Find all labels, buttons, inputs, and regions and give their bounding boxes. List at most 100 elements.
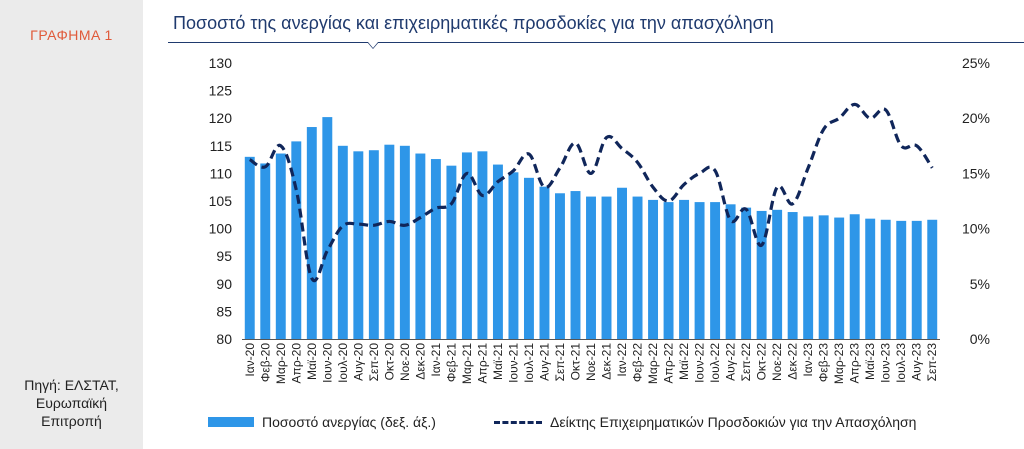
expectations-line bbox=[248, 102, 934, 283]
x-tick-label: Ιαν-20 bbox=[243, 343, 257, 377]
x-tick-label: Σεπ-21 bbox=[553, 343, 567, 382]
bar bbox=[291, 141, 302, 339]
x-tick-label: Φεβ-22 bbox=[631, 343, 645, 382]
x-tick-label: Οκτ-21 bbox=[568, 343, 582, 381]
y-right-tick-label: 10% bbox=[962, 221, 990, 237]
bar bbox=[586, 196, 596, 339]
bar bbox=[322, 117, 333, 339]
x-tick-label: Μαϊ-21 bbox=[491, 343, 505, 380]
bar bbox=[617, 187, 627, 339]
x-tick-label: Αυγ-20 bbox=[351, 343, 365, 381]
figure-label: ΓΡΑΦΗΜΑ 1 bbox=[30, 27, 113, 43]
y-right-tick-label: 5% bbox=[970, 276, 990, 292]
x-tick-label: Μαϊ-20 bbox=[305, 343, 319, 380]
y-left-tick-label: 95 bbox=[216, 248, 232, 264]
bar bbox=[384, 144, 395, 339]
bar bbox=[306, 127, 317, 339]
bar bbox=[415, 153, 426, 339]
x-tick-label: Μαϊ-22 bbox=[677, 343, 691, 380]
bar bbox=[492, 164, 503, 339]
x-tick-label: Ιουλ-22 bbox=[708, 343, 722, 383]
bar bbox=[353, 151, 364, 339]
y-left-tick-label: 85 bbox=[216, 303, 232, 319]
bar bbox=[523, 177, 534, 339]
x-tick-label: Αυγ-23 bbox=[910, 343, 924, 381]
x-tick-label: Σεπ-20 bbox=[367, 343, 381, 382]
sidebar: ΓΡΑΦΗΜΑ 1 Πηγή: ΕΛΣΤΑΤ, Ευρωπαϊκή Επιτρο… bbox=[0, 0, 143, 449]
legend-label-unemployment: Ποσοστό ανεργίας (δεξ. άξ.) bbox=[262, 414, 436, 430]
bar bbox=[741, 207, 752, 339]
x-tick-label: Ιουλ-23 bbox=[894, 343, 908, 383]
x-tick-label: Απρ-20 bbox=[289, 343, 303, 384]
x-tick-label: Απρ-23 bbox=[848, 343, 862, 384]
bar bbox=[865, 218, 876, 339]
y-left-tick-label: 130 bbox=[209, 55, 233, 71]
bar bbox=[260, 163, 271, 339]
x-tick-label: Ιουν-22 bbox=[693, 343, 707, 383]
legend-swatch-line bbox=[494, 420, 542, 424]
title-notch-inner bbox=[368, 42, 378, 48]
bar bbox=[337, 145, 348, 339]
bar bbox=[477, 151, 488, 339]
legend-item-expectations: Δείκτης Επιχειρηματικών Προσδοκιών για τ… bbox=[494, 414, 916, 430]
x-tick-label: Απρ-22 bbox=[662, 343, 676, 384]
bar bbox=[601, 196, 612, 339]
x-tick-label: Σεπ-22 bbox=[739, 343, 753, 382]
bar bbox=[399, 145, 410, 339]
bar bbox=[849, 214, 860, 339]
legend-swatch-bar bbox=[208, 417, 254, 427]
bar bbox=[446, 165, 457, 339]
x-tick-label: Ιουν-23 bbox=[879, 343, 893, 383]
x-tick-label: Ιαν-21 bbox=[429, 343, 443, 377]
x-tick-label: Σεπ-23 bbox=[925, 343, 939, 382]
bar bbox=[803, 216, 814, 339]
bar bbox=[679, 199, 690, 339]
title-underline bbox=[168, 42, 1024, 43]
y-left-tick-label: 105 bbox=[209, 193, 233, 209]
bar bbox=[430, 159, 441, 339]
y-right-tick-label: 15% bbox=[962, 165, 990, 181]
bar bbox=[710, 202, 721, 339]
bar bbox=[896, 220, 907, 339]
x-tick-label: Ιουλ-20 bbox=[336, 343, 350, 383]
x-tick-label: Αυγ-21 bbox=[537, 343, 551, 381]
x-tick-label: Οκτ-20 bbox=[382, 343, 396, 381]
x-tick-label: Ιουν-20 bbox=[320, 343, 334, 383]
x-tick-label: Μαρ-23 bbox=[832, 343, 846, 384]
bar bbox=[555, 193, 565, 339]
x-tick-label: Ιαν-23 bbox=[801, 343, 815, 377]
bar bbox=[648, 199, 659, 339]
bar bbox=[275, 153, 286, 339]
x-tick-label: Νοε-20 bbox=[398, 343, 412, 381]
chart-title: Ποσοστό της ανεργίας και επιχειρηματικές… bbox=[173, 13, 774, 33]
y-right-tick-label: 20% bbox=[962, 110, 990, 126]
source-note: Πηγή: ΕΛΣΤΑΤ, Ευρωπαϊκή Επιτροπή bbox=[24, 377, 119, 429]
x-tick-label: Μαρ-22 bbox=[646, 343, 660, 384]
x-tick-label: Ιουν-21 bbox=[506, 343, 520, 383]
x-tick-label: Ιουλ-21 bbox=[522, 343, 536, 383]
bar bbox=[756, 210, 767, 339]
legend-label-expectations: Δείκτης Επιχειρηματικών Προσδοκιών για τ… bbox=[550, 414, 917, 430]
x-tick-label: Οκτ-22 bbox=[755, 343, 769, 381]
y-left-tick-label: 115 bbox=[210, 138, 233, 154]
y-left-tick-label: 110 bbox=[210, 165, 233, 181]
bar bbox=[632, 196, 643, 339]
bar bbox=[694, 202, 705, 339]
x-tick-label: Φεβ-23 bbox=[817, 343, 831, 382]
y-left-tick-label: 100 bbox=[209, 221, 233, 237]
bar bbox=[911, 220, 922, 339]
bar bbox=[772, 209, 783, 339]
bar bbox=[570, 191, 581, 339]
x-tick-label: Νοε-22 bbox=[770, 343, 784, 381]
bar bbox=[725, 204, 736, 339]
x-tick-label: Φεβ-21 bbox=[444, 343, 458, 382]
y-left-tick-label: 90 bbox=[216, 276, 232, 292]
x-tick-label: Απρ-21 bbox=[475, 343, 489, 384]
bar bbox=[539, 186, 550, 339]
legend-item-unemployment: Ποσοστό ανεργίας (δεξ. άξ.) bbox=[208, 414, 436, 430]
bar bbox=[508, 172, 519, 339]
x-tick-label: Φεβ-20 bbox=[258, 343, 272, 382]
x-tick-label: Μαϊ-23 bbox=[863, 343, 877, 380]
x-tick-label: Δεκ-21 bbox=[600, 343, 614, 380]
bar bbox=[927, 219, 938, 339]
